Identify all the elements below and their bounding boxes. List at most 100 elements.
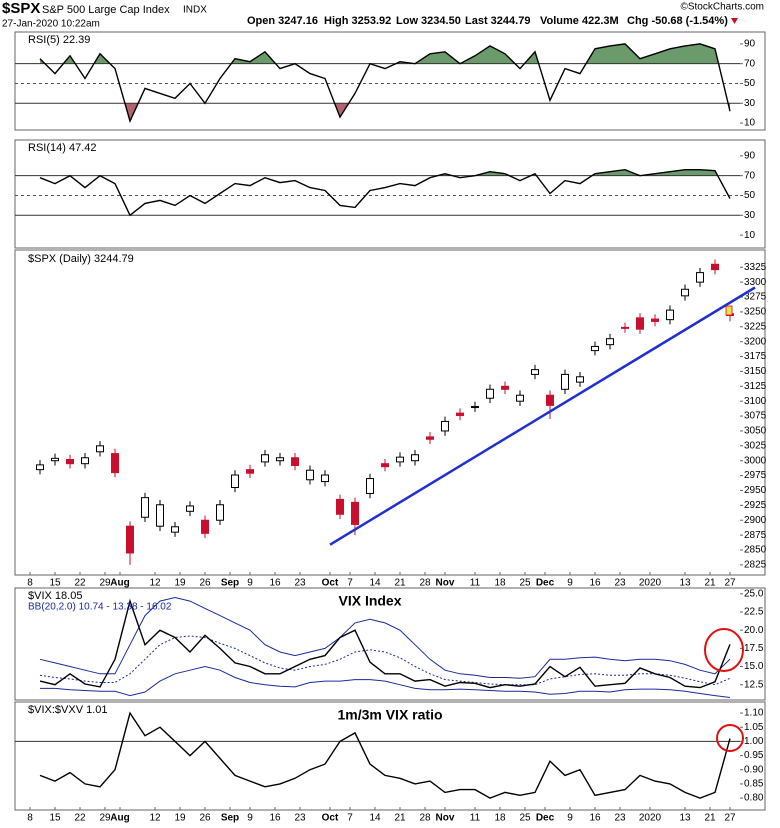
quote-volume: Volume 422.3M [540, 15, 619, 27]
x-tick-label: 22 [74, 813, 86, 824]
candle-body [681, 288, 689, 297]
candle-body [246, 469, 254, 474]
quote-last: Last 3244.79 [465, 15, 530, 27]
x-tick-label: 28 [419, 813, 431, 824]
quote-change: Chg -50.68 (-1.54%) [627, 15, 728, 27]
y-tick-label: 2825 [744, 560, 767, 571]
x-tick-label: 19 [174, 813, 186, 824]
y-tick-label: 2900 [744, 515, 767, 526]
source: ©StockCharts.com [680, 2, 764, 13]
candle-body [486, 388, 494, 399]
x-tick-label: Oct [322, 578, 339, 589]
x-tick-label: 14 [369, 578, 381, 589]
candle-body [516, 394, 524, 402]
x-tick-label: 23 [294, 578, 306, 589]
y-tick-label: 3050 [744, 426, 767, 437]
candle-body [306, 469, 314, 481]
x-tick-label: Nov [436, 813, 455, 824]
y-tick-label: 90 [744, 150, 756, 161]
y-tick-label: 20.0 [744, 625, 764, 636]
x-tick-label: 21 [394, 578, 406, 589]
bollinger-middle [39, 635, 731, 686]
y-tick-label: 3200 [744, 336, 767, 347]
candle-body [141, 497, 149, 518]
candle-body [576, 376, 584, 383]
quote-high: High 3253.92 [324, 15, 391, 27]
x-tick-label: 25 [519, 578, 531, 589]
candle-body [531, 369, 539, 375]
quote-low: Low 3234.50 [396, 15, 461, 27]
x-tick-label: 25 [519, 813, 531, 824]
y-tick-label: 3175 [744, 351, 767, 362]
series-line [39, 43, 731, 124]
x-tick-label: 12 [149, 578, 161, 589]
x-tick-label: 15 [49, 578, 61, 589]
candle-body [471, 406, 479, 409]
x-tick-label: 8 [27, 813, 33, 824]
y-tick-label: 30 [744, 98, 756, 109]
x-tick-label: 16 [269, 578, 281, 589]
panel-frame [14, 701, 766, 811]
x-tick-label: Nov [436, 578, 455, 589]
x-tick-label: 26 [199, 813, 211, 824]
x-tick-label: 2020 [639, 813, 662, 824]
x-tick-label: 21 [704, 813, 716, 824]
panel-frame [14, 249, 766, 576]
panel-frame [14, 31, 766, 131]
y-tick-label: 1.10 [744, 708, 764, 719]
x-tick-label: 27 [724, 578, 736, 589]
y-tick-label: 2875 [744, 530, 767, 541]
y-tick-label: 2975 [744, 470, 767, 481]
candle-body [651, 318, 659, 322]
x-tick-label: 11 [470, 578, 481, 589]
candle-body [51, 457, 59, 462]
x-tick-label: 29 [99, 813, 111, 824]
x-tick-label: 22 [74, 578, 86, 589]
x-tick-label: 23 [614, 578, 626, 589]
candle-body [561, 373, 569, 390]
series-line [39, 168, 731, 217]
symbol: $SPX [2, 0, 40, 17]
x-tick-label: 9 [567, 813, 573, 824]
candle-body [621, 326, 629, 329]
highlight-circle [716, 724, 744, 752]
y-tick-label: 3075 [744, 411, 767, 422]
x-tick-label: 23 [614, 813, 626, 824]
x-tick-label: Dec [536, 813, 555, 824]
candle-body [186, 505, 194, 512]
x-tick-label: 26 [199, 578, 211, 589]
x-tick-label: 16 [269, 813, 281, 824]
x-tick-label: 16 [589, 813, 601, 824]
annotation: VIX Index [338, 593, 401, 609]
y-tick-label: 3125 [744, 381, 767, 392]
bollinger-lower [40, 665, 731, 698]
y-tick-label: 1.05 [744, 722, 764, 733]
x-tick-label: 8 [27, 578, 33, 589]
x-tick-label: 29 [99, 578, 111, 589]
panel-label: RSI(14) 47.42 [28, 142, 96, 154]
candle-body [231, 474, 239, 488]
panel-label: RSI(5) 22.39 [28, 34, 90, 46]
exchange: INDX [183, 5, 207, 16]
y-tick-label: 10 [744, 230, 756, 241]
y-tick-label: 3000 [744, 455, 767, 466]
y-tick-label: 3250 [744, 307, 767, 318]
bollinger-label: BB(20,2.0) 10.74 - 13.38 - 16.02 [28, 602, 172, 613]
plots: 90 70 50 30 10 RSI(5) 22.39 90 70 50 30 10 RSI(14) … [14, 31, 767, 824]
candle-body [201, 519, 209, 534]
candle-body [276, 457, 284, 462]
candle-body [36, 464, 44, 471]
x-tick-label: 27 [724, 813, 736, 824]
x-tick-label: 19 [174, 578, 186, 589]
timestamp: 27-Jan-2020 10:22am [2, 19, 100, 30]
candle-body [261, 454, 269, 463]
candle-body [501, 385, 509, 390]
y-tick-label: 70 [744, 58, 756, 69]
x-tick-label: 18 [494, 578, 506, 589]
y-tick-label: 3300 [744, 277, 767, 288]
y-tick-label: 70 [744, 170, 756, 181]
y-tick-label: 3100 [744, 396, 767, 407]
y-tick-label: 22.5 [744, 607, 764, 618]
